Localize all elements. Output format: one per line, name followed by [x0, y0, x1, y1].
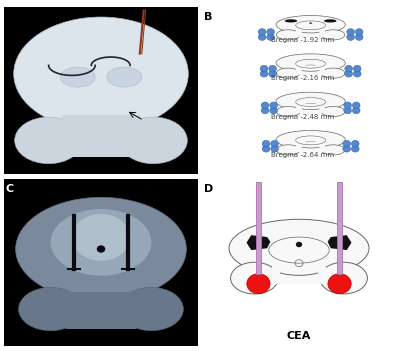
- Circle shape: [345, 71, 352, 77]
- Ellipse shape: [230, 262, 278, 294]
- Ellipse shape: [229, 219, 369, 277]
- Circle shape: [261, 102, 269, 109]
- Bar: [66, 292, 136, 329]
- Text: CEA: CEA: [287, 331, 311, 341]
- Circle shape: [97, 245, 105, 253]
- Text: D: D: [204, 184, 213, 194]
- Ellipse shape: [276, 30, 300, 40]
- Circle shape: [269, 65, 276, 72]
- Ellipse shape: [276, 15, 345, 34]
- Ellipse shape: [276, 68, 300, 78]
- Bar: [296, 144, 325, 152]
- Bar: [256, 182, 261, 274]
- Ellipse shape: [321, 106, 345, 117]
- Circle shape: [262, 145, 270, 152]
- Ellipse shape: [276, 92, 345, 111]
- Circle shape: [347, 29, 354, 35]
- Ellipse shape: [321, 68, 345, 78]
- Circle shape: [247, 274, 270, 294]
- Circle shape: [351, 140, 359, 147]
- Ellipse shape: [18, 287, 82, 331]
- Ellipse shape: [120, 117, 187, 164]
- Circle shape: [353, 65, 361, 72]
- Ellipse shape: [60, 67, 95, 87]
- Ellipse shape: [309, 22, 312, 24]
- Ellipse shape: [320, 262, 368, 294]
- Circle shape: [258, 29, 266, 35]
- Circle shape: [352, 102, 360, 109]
- Circle shape: [270, 102, 278, 109]
- Ellipse shape: [321, 30, 345, 40]
- Circle shape: [270, 107, 278, 114]
- Bar: [296, 67, 325, 75]
- Circle shape: [343, 140, 350, 147]
- Ellipse shape: [120, 287, 184, 331]
- Ellipse shape: [15, 117, 82, 164]
- Polygon shape: [328, 235, 352, 250]
- Ellipse shape: [16, 197, 186, 301]
- Ellipse shape: [285, 19, 297, 22]
- Ellipse shape: [107, 67, 142, 87]
- Ellipse shape: [50, 209, 152, 276]
- Bar: [337, 182, 342, 274]
- Ellipse shape: [14, 17, 188, 130]
- Circle shape: [271, 140, 278, 147]
- Circle shape: [260, 71, 268, 77]
- Circle shape: [355, 34, 363, 40]
- Ellipse shape: [276, 131, 345, 149]
- Circle shape: [258, 34, 266, 40]
- Text: B: B: [204, 12, 212, 22]
- Text: A: A: [6, 12, 14, 22]
- Circle shape: [261, 107, 269, 114]
- Text: Bregma -2.16 mm: Bregma -2.16 mm: [271, 75, 334, 81]
- Circle shape: [345, 65, 352, 72]
- Circle shape: [269, 71, 276, 77]
- Text: C: C: [6, 184, 14, 194]
- Circle shape: [262, 140, 270, 147]
- Ellipse shape: [324, 19, 337, 22]
- Ellipse shape: [276, 145, 300, 155]
- Text: Bregma -2.64 mm: Bregma -2.64 mm: [271, 152, 334, 158]
- Circle shape: [343, 145, 350, 152]
- Circle shape: [344, 107, 352, 114]
- Circle shape: [267, 34, 274, 40]
- Circle shape: [353, 71, 361, 77]
- Circle shape: [260, 65, 268, 72]
- Circle shape: [267, 29, 274, 35]
- Circle shape: [296, 242, 302, 247]
- Circle shape: [344, 102, 352, 109]
- Circle shape: [351, 145, 359, 152]
- Bar: [296, 29, 325, 37]
- Bar: [62, 115, 140, 157]
- Bar: [272, 267, 326, 284]
- Circle shape: [352, 107, 360, 114]
- Circle shape: [347, 34, 354, 40]
- Bar: [296, 106, 325, 113]
- Polygon shape: [246, 235, 270, 250]
- Ellipse shape: [276, 54, 345, 72]
- Circle shape: [355, 29, 363, 35]
- Ellipse shape: [72, 214, 130, 261]
- Ellipse shape: [321, 145, 345, 155]
- Text: Bregma -2.48 mm: Bregma -2.48 mm: [271, 114, 334, 120]
- Circle shape: [271, 145, 278, 152]
- Circle shape: [328, 274, 351, 294]
- Ellipse shape: [276, 106, 300, 117]
- Text: Bregma -1.92 mm: Bregma -1.92 mm: [271, 37, 334, 43]
